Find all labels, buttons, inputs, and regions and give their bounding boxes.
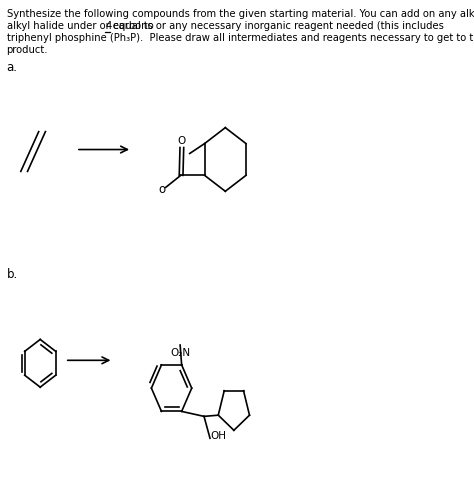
- Text: b.: b.: [7, 267, 18, 280]
- Text: triphenyl phosphine (Ph₃P).  Please draw all intermediates and reagents necessar: triphenyl phosphine (Ph₃P). Please draw …: [7, 33, 474, 43]
- Text: OH: OH: [211, 430, 227, 440]
- Text: a.: a.: [7, 61, 18, 74]
- Text: o: o: [158, 182, 165, 196]
- Text: product.: product.: [7, 45, 48, 55]
- Text: alkyl halide under or equal to: alkyl halide under or equal to: [7, 21, 156, 31]
- Text: carbons or any necessary inorganic reagent needed (this includes: carbons or any necessary inorganic reage…: [110, 21, 444, 31]
- Text: O₂N: O₂N: [170, 348, 190, 357]
- Text: O: O: [177, 136, 186, 145]
- Text: 4: 4: [105, 21, 111, 31]
- Text: Synthesize the following compounds from the given starting material. You can add: Synthesize the following compounds from …: [7, 9, 474, 19]
